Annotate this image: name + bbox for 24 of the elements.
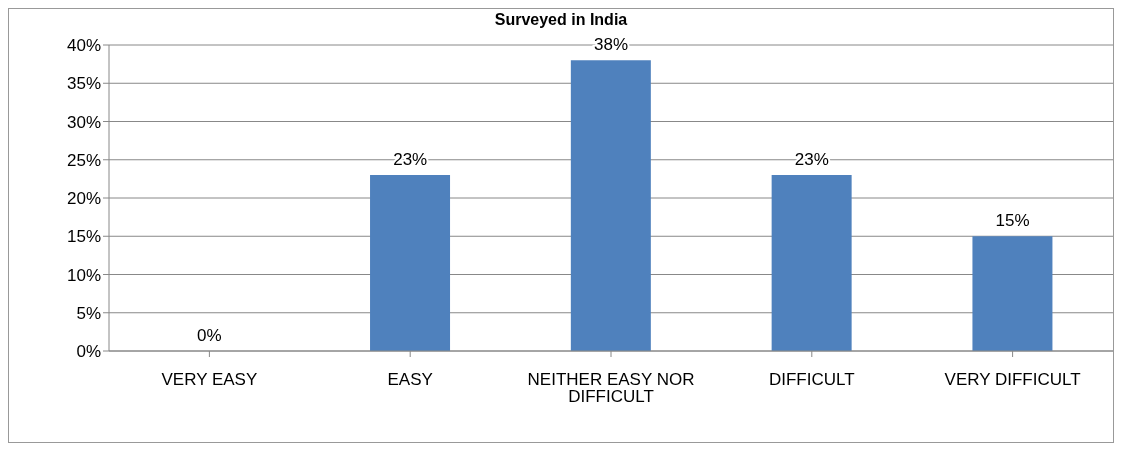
bar [570, 60, 651, 351]
y-tick-label: 35% [66, 74, 101, 94]
bar [370, 175, 451, 351]
data-label: 0% [197, 326, 222, 345]
x-tick-label: EASY [387, 370, 433, 390]
chart-title: Surveyed in India [493, 10, 629, 30]
y-tick-label: 25% [66, 150, 101, 170]
x-tick-label: VERY EASY [161, 370, 258, 390]
bar [972, 236, 1053, 351]
y-tick-label: 15% [66, 227, 101, 247]
x-tick-label: VERY DIFFICULT [944, 370, 1081, 390]
x-tick-label: DIFFICULT [768, 370, 855, 390]
y-tick-label: 0% [76, 342, 101, 362]
y-tick-label: 5% [76, 303, 101, 323]
x-tick-label: NEITHER EASY NOR DIFFICULT [527, 370, 695, 407]
y-tick-label: 30% [66, 112, 101, 132]
y-tick-label: 10% [66, 265, 101, 285]
data-label: 23% [794, 150, 829, 170]
data-label: 38% [593, 35, 629, 55]
y-tick-label: 20% [66, 189, 101, 209]
data-label: 23% [393, 150, 428, 170]
data-label: 15% [995, 211, 1030, 231]
bar [771, 175, 852, 351]
y-tick-label: 40% [66, 36, 101, 56]
